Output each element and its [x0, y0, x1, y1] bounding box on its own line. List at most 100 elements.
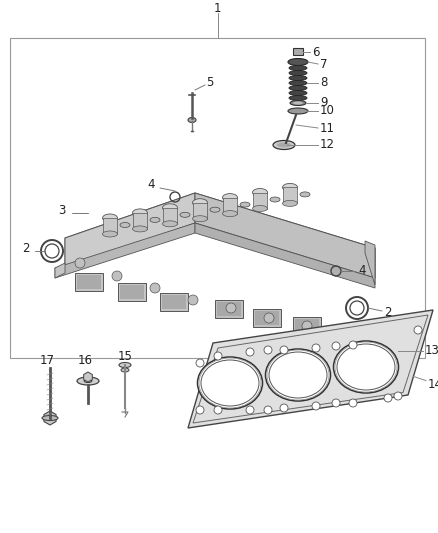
- Text: 5: 5: [206, 76, 213, 88]
- Bar: [332, 325, 360, 343]
- Text: 14: 14: [428, 378, 438, 391]
- Ellipse shape: [188, 117, 196, 123]
- Ellipse shape: [289, 70, 307, 76]
- Bar: [10, 38, 425, 358]
- Ellipse shape: [337, 344, 395, 390]
- Polygon shape: [44, 411, 56, 425]
- Text: 4: 4: [147, 179, 155, 191]
- Ellipse shape: [289, 66, 307, 70]
- Text: 8: 8: [320, 77, 327, 90]
- Circle shape: [384, 394, 392, 402]
- Polygon shape: [55, 263, 65, 278]
- Circle shape: [414, 326, 422, 334]
- Ellipse shape: [283, 183, 297, 191]
- Circle shape: [312, 344, 320, 352]
- Ellipse shape: [77, 377, 99, 385]
- Circle shape: [112, 271, 122, 281]
- Text: 2: 2: [22, 241, 29, 254]
- Text: 1: 1: [214, 3, 222, 15]
- Ellipse shape: [133, 226, 148, 232]
- Bar: [253, 192, 267, 208]
- Bar: [163, 208, 177, 224]
- Ellipse shape: [270, 197, 280, 202]
- Ellipse shape: [277, 142, 291, 148]
- Circle shape: [394, 392, 402, 400]
- Ellipse shape: [102, 214, 117, 222]
- Bar: [120, 285, 144, 299]
- Text: 13: 13: [425, 344, 438, 357]
- Polygon shape: [55, 223, 195, 278]
- Bar: [293, 317, 321, 335]
- Ellipse shape: [289, 85, 307, 91]
- Ellipse shape: [289, 91, 307, 95]
- Circle shape: [246, 348, 254, 356]
- Circle shape: [302, 321, 312, 331]
- Ellipse shape: [289, 95, 307, 101]
- Ellipse shape: [150, 217, 160, 222]
- Bar: [293, 48, 303, 55]
- Bar: [133, 213, 147, 229]
- Circle shape: [280, 404, 288, 412]
- Ellipse shape: [283, 200, 297, 206]
- Text: 6: 6: [312, 45, 319, 59]
- Bar: [253, 309, 281, 327]
- Circle shape: [150, 283, 160, 293]
- Bar: [162, 295, 186, 309]
- Bar: [160, 293, 188, 311]
- Ellipse shape: [288, 108, 308, 114]
- Ellipse shape: [223, 193, 237, 201]
- Circle shape: [188, 295, 198, 305]
- Ellipse shape: [265, 349, 331, 401]
- Bar: [223, 198, 237, 214]
- Polygon shape: [195, 223, 375, 288]
- Circle shape: [340, 330, 350, 340]
- Ellipse shape: [198, 357, 262, 409]
- Text: 10: 10: [320, 104, 335, 117]
- Ellipse shape: [162, 204, 177, 212]
- Ellipse shape: [293, 101, 303, 104]
- Ellipse shape: [120, 222, 130, 228]
- Ellipse shape: [84, 379, 92, 383]
- Ellipse shape: [289, 76, 307, 80]
- Polygon shape: [84, 372, 92, 382]
- Bar: [193, 203, 207, 219]
- Ellipse shape: [102, 231, 117, 237]
- Circle shape: [312, 402, 320, 410]
- Ellipse shape: [269, 352, 327, 398]
- Text: 3: 3: [58, 204, 65, 216]
- Ellipse shape: [201, 360, 259, 406]
- Ellipse shape: [300, 192, 310, 197]
- Ellipse shape: [290, 101, 306, 106]
- Ellipse shape: [333, 341, 399, 393]
- Bar: [283, 188, 297, 204]
- Text: 4: 4: [358, 264, 365, 278]
- Ellipse shape: [288, 59, 308, 66]
- Text: 16: 16: [78, 354, 93, 367]
- Ellipse shape: [223, 211, 237, 216]
- Bar: [215, 300, 243, 318]
- Ellipse shape: [273, 141, 295, 149]
- Ellipse shape: [252, 189, 268, 197]
- Ellipse shape: [252, 206, 268, 212]
- Polygon shape: [195, 193, 375, 278]
- Bar: [103, 218, 117, 234]
- Circle shape: [246, 406, 254, 414]
- Ellipse shape: [289, 80, 307, 85]
- Ellipse shape: [210, 207, 220, 212]
- Text: 7: 7: [320, 58, 328, 70]
- Circle shape: [264, 406, 272, 414]
- Polygon shape: [188, 310, 433, 428]
- Text: 11: 11: [320, 122, 335, 134]
- Polygon shape: [365, 241, 375, 285]
- Bar: [255, 311, 279, 325]
- Ellipse shape: [121, 368, 129, 372]
- Polygon shape: [65, 193, 195, 268]
- Circle shape: [196, 406, 204, 414]
- Ellipse shape: [192, 199, 208, 207]
- Ellipse shape: [42, 416, 58, 421]
- Circle shape: [349, 399, 357, 407]
- Circle shape: [226, 303, 236, 313]
- Ellipse shape: [240, 202, 250, 207]
- Text: 2: 2: [384, 306, 392, 319]
- Bar: [118, 283, 146, 301]
